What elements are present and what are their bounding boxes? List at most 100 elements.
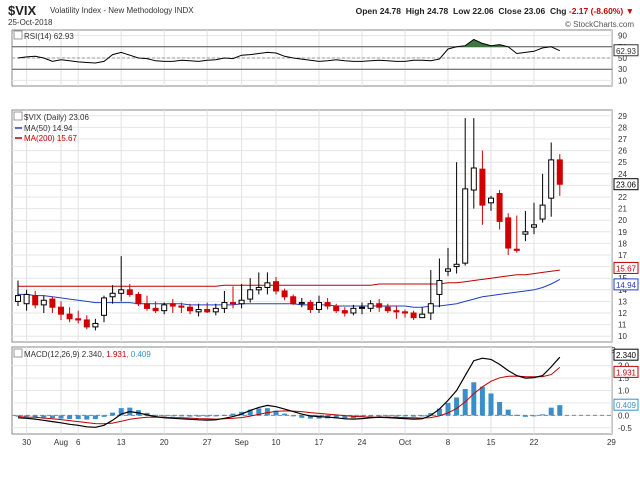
candle-body (333, 305, 340, 312)
macd-histogram-bar (419, 415, 425, 417)
macd-title-name: MACD(12,26,9) (24, 350, 82, 359)
candle-body (247, 289, 254, 300)
candle-body (470, 167, 477, 191)
candle-body (135, 293, 142, 305)
macd-histogram-bar (213, 415, 219, 417)
candle-body (23, 293, 30, 305)
macd-histogram-bar (342, 415, 348, 419)
candle-body (376, 303, 383, 308)
candle-body (367, 303, 374, 309)
candle-body (479, 168, 486, 206)
macd-xtick-label: 24 (358, 438, 367, 447)
candle-body (15, 295, 21, 302)
price-ytick-label: 25 (618, 158, 627, 167)
candle-body (531, 224, 537, 228)
copyright: © StockCharts.com (564, 20, 634, 29)
macd-histogram-bar (101, 415, 107, 417)
candle-body (539, 204, 546, 220)
rsi-ytick-label: 50 (618, 54, 627, 63)
candle-body (169, 303, 176, 307)
candle-body (58, 306, 64, 315)
macd-histogram-bar (505, 409, 511, 416)
candle-body (393, 310, 400, 313)
macd-histogram-bar (67, 415, 73, 420)
macd-last-value-box (613, 348, 639, 361)
candle-body (221, 302, 228, 309)
macd-histogram-bar (454, 397, 460, 416)
high-value: 24.78 (427, 6, 449, 16)
macd-histogram-bar (178, 415, 184, 417)
macd-xtick-label: Sep (234, 438, 249, 447)
company-name: Volatility Index - New Methodology INDX (50, 6, 194, 15)
candle-body (556, 159, 563, 185)
macd-histogram-bar (299, 415, 305, 418)
macd-histogram-bar (75, 415, 81, 420)
candle-body (324, 302, 331, 307)
macd-histogram-bar (540, 414, 546, 416)
macd-histogram-bar (230, 413, 236, 416)
price-ytick-label: 12 (618, 309, 627, 318)
price-ytick-label: 19 (618, 228, 627, 237)
macd-title: MACD(12,26,9) 2.340, 1.931, 0.409 (24, 350, 151, 359)
macd-ytick-label: 1.5 (618, 374, 630, 383)
macd-histogram-bar (307, 415, 313, 419)
macd-histogram-bar (428, 413, 434, 416)
ticker-symbol: $VIX (8, 3, 37, 18)
price-ytick-label: 27 (618, 135, 627, 144)
candle-body (290, 296, 297, 305)
ma50-line (18, 278, 561, 308)
macd-histogram-bar (24, 415, 30, 417)
macd-histogram-bar (118, 408, 124, 416)
candle-body (496, 193, 503, 222)
candle-body (402, 311, 408, 314)
close-label: Close (498, 6, 522, 16)
candle-body (316, 302, 322, 311)
macd-histogram-bar (256, 408, 262, 416)
price-ytick-label: 13 (618, 297, 627, 306)
macd-histogram-bar (41, 415, 47, 418)
macd-histogram-bar (385, 415, 391, 417)
rsi-ytick-label: 10 (618, 76, 627, 85)
price-ytick-label: 17 (618, 251, 627, 260)
macd-histogram-bar (161, 415, 167, 417)
candle-body (281, 290, 288, 298)
macd-xtick-label: 10 (272, 438, 281, 447)
price-legend-label: MA(50) 14.94 (24, 124, 73, 133)
candle-body (152, 307, 159, 312)
candle-body (204, 309, 211, 313)
candle-body (548, 159, 555, 199)
signal-last-value: 1.931 (616, 368, 637, 377)
quote-summary: Open 24.78 High 24.78 Low 22.06 Close 23… (356, 6, 634, 16)
candle-body (419, 313, 426, 319)
rsi-line (17, 38, 561, 64)
candle-body (66, 313, 73, 320)
macd-histogram-bar (531, 415, 537, 417)
macd-histogram-bar (290, 415, 296, 417)
macd-histogram-bar (497, 401, 503, 416)
chg-down-arrow-icon: ▼ (625, 6, 634, 16)
price-ytick-label: 11 (618, 321, 627, 330)
macd-histogram-bar (187, 415, 193, 417)
signal-last-value-box (613, 365, 639, 378)
candle-body (410, 312, 417, 319)
low-value: 22.06 (472, 6, 494, 16)
macd-title-hist: , 0.409 (126, 350, 151, 359)
macd-histogram-bar (479, 386, 485, 416)
ma200-line (18, 269, 560, 287)
candle-body (92, 322, 99, 328)
ma50-last-value-box (613, 278, 639, 291)
low-label: Low (453, 6, 471, 16)
rsi-overbought-fill (456, 39, 509, 47)
macd-histogram-bar (204, 415, 210, 417)
macd-histogram-bar (15, 415, 21, 417)
candle-body (40, 299, 47, 306)
candle-body (307, 302, 314, 311)
macd-histogram-bar (557, 405, 563, 416)
ma200-last-value-box (613, 261, 639, 274)
high-label: High (405, 6, 425, 16)
candle-body (505, 217, 512, 249)
macd-histogram-bar (58, 415, 64, 419)
macd-histogram-bar (393, 415, 399, 417)
candle-body (436, 280, 443, 295)
macd-ytick-label: 1.0 (618, 387, 630, 396)
